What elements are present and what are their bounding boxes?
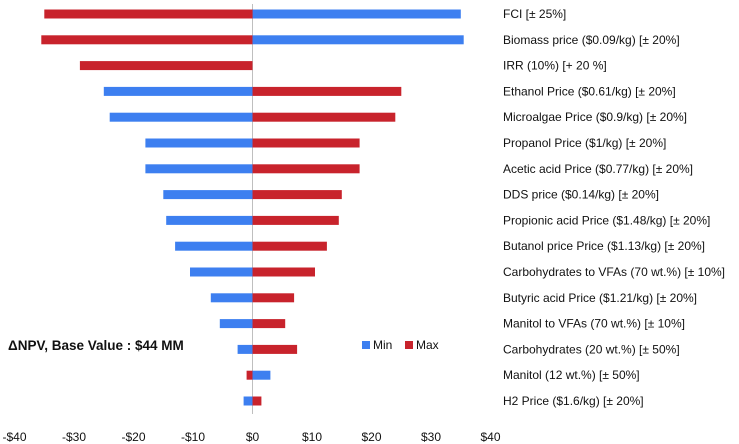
category-label: Ethanol Price ($0.61/kg) [± 20%] — [503, 84, 676, 98]
x-tick-label: $10 — [302, 430, 322, 444]
bar-min-0 — [252, 9, 461, 19]
category-label: Carbohydrates (20 wt.%) [± 50%] — [503, 342, 680, 356]
bar-max-4 — [252, 112, 396, 122]
bar-max-9 — [252, 241, 327, 251]
bar-max-6 — [252, 164, 360, 174]
bar-max-14 — [246, 370, 253, 380]
bar-max-3 — [252, 86, 402, 96]
x-tick-label: -$40 — [2, 430, 26, 444]
legend-label-min: Min — [373, 338, 392, 352]
bar-max-10 — [252, 267, 315, 277]
bar-min-9 — [175, 241, 253, 251]
bar-max-5 — [252, 138, 360, 148]
bar-max-1 — [41, 35, 253, 45]
bar-min-14 — [252, 370, 271, 380]
category-label: Manitol to VFAs (70 wt.%) [± 10%] — [503, 317, 685, 331]
bar-max-8 — [252, 215, 339, 225]
bar-max-15 — [252, 396, 262, 406]
category-label: Propanol Price ($1/kg) [± 20%] — [503, 136, 666, 150]
bars-group — [41, 9, 464, 406]
bar-min-8 — [166, 215, 253, 225]
bar-min-3 — [103, 86, 253, 96]
category-label: Carbohydrates to VFAs (70 wt.%) [± 10%] — [503, 265, 725, 279]
legend-swatch-min — [362, 341, 370, 349]
legend-swatch-max — [405, 341, 413, 349]
category-label: Biomass price ($0.09/kg) [± 20%] — [503, 33, 680, 47]
x-tick-label: -$20 — [121, 430, 145, 444]
bar-min-5 — [145, 138, 253, 148]
category-label: FCI [± 25%] — [503, 7, 566, 21]
bar-min-6 — [145, 164, 253, 174]
bar-max-12 — [252, 319, 286, 329]
x-tick-label: $20 — [361, 430, 381, 444]
x-axis-ticks: -$40 -$30 -$20 -$10 $0 $10 $20 $30 $40 — [2, 430, 500, 444]
bar-min-15 — [243, 396, 253, 406]
bar-min-10 — [190, 267, 253, 277]
legend-label-max: Max — [416, 338, 439, 352]
category-label: Acetic acid Price ($0.77/kg) [± 20%] — [503, 162, 693, 176]
bar-max-2 — [79, 61, 253, 71]
bar-min-13 — [237, 344, 253, 354]
legend: Min Max — [362, 338, 439, 352]
bar-max-13 — [252, 344, 298, 354]
category-label: Manitol (12 wt.%) [± 50%] — [503, 368, 640, 382]
category-label: Propionic acid Price ($1.48/kg) [± 20%] — [503, 213, 710, 227]
bar-min-4 — [109, 112, 253, 122]
x-tick-label: -$10 — [181, 430, 205, 444]
category-label: Butanol price Price ($1.13/kg) [± 20%] — [503, 239, 705, 253]
bar-min-1 — [252, 35, 464, 45]
category-labels: FCI [± 25%] Biomass price ($0.09/kg) [± 2… — [503, 7, 725, 408]
x-tick-label: $0 — [246, 430, 260, 444]
category-label: Butyric acid Price ($1.21/kg) [± 20%] — [503, 291, 697, 305]
category-label: IRR (10%) [+ 20 %] — [503, 59, 607, 73]
bar-min-12 — [219, 319, 253, 329]
x-tick-label: $40 — [480, 430, 500, 444]
category-label: DDS price ($0.14/kg) [± 20%] — [503, 188, 659, 202]
bar-max-0 — [44, 9, 253, 19]
category-label: Microalgae Price ($0.9/kg) [± 20%] — [503, 110, 687, 124]
bar-min-11 — [210, 293, 253, 303]
bar-min-7 — [163, 190, 253, 200]
bar-max-7 — [252, 190, 342, 200]
x-tick-label: -$30 — [62, 430, 86, 444]
x-tick-label: $30 — [421, 430, 441, 444]
annotation-base-value: ΔNPV, Base Value : $44 MM — [8, 338, 184, 353]
category-label: H2 Price ($1.6/kg) [± 20%] — [503, 394, 644, 408]
bar-max-11 — [252, 293, 295, 303]
